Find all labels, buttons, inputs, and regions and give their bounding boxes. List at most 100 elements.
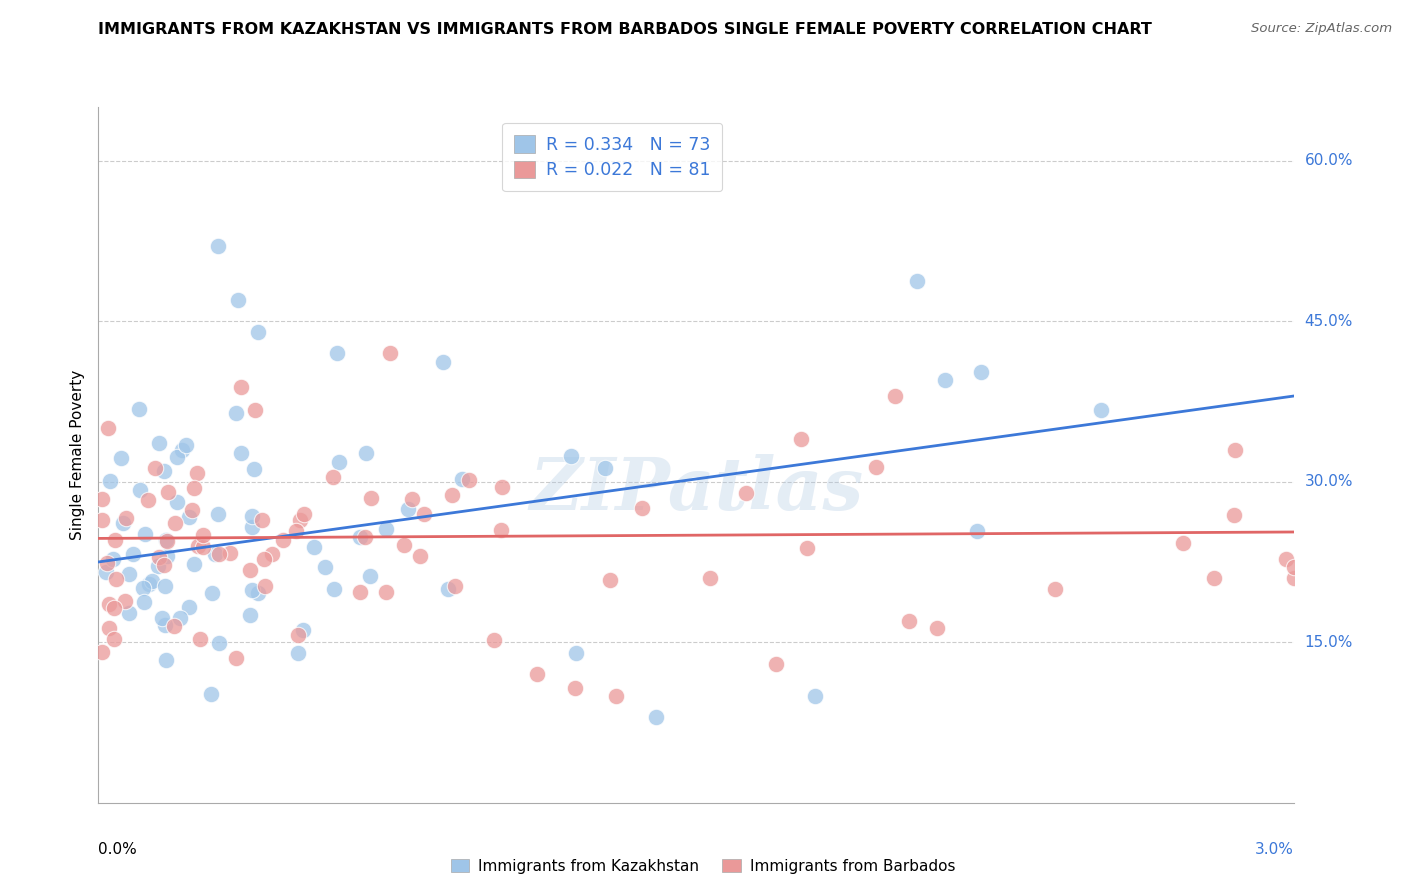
Point [482, 633, 505, 648]
Legend: R = 0.334   N = 73, R = 0.022   N = 81: R = 0.334 N = 73, R = 0.022 N = 81 [502, 123, 723, 192]
Point [180, 502, 202, 516]
Point [226, 293, 249, 307]
Point [260, 547, 283, 561]
Point [243, 403, 266, 417]
Point [239, 607, 262, 622]
Point [412, 507, 434, 521]
Point [302, 540, 325, 554]
Point [253, 579, 276, 593]
Point [491, 480, 513, 494]
Point [457, 474, 479, 488]
Point [375, 585, 398, 599]
Point [765, 657, 787, 671]
Point [163, 619, 186, 633]
Point [969, 365, 991, 379]
Point [354, 446, 377, 460]
Point [401, 491, 423, 506]
Point [105, 572, 128, 586]
Point [291, 623, 314, 637]
Point [225, 650, 247, 665]
Point [166, 450, 188, 465]
Point [166, 495, 188, 509]
Point [243, 461, 266, 475]
Text: 3.0%: 3.0% [1254, 842, 1294, 856]
Point [699, 571, 721, 585]
Point [103, 632, 125, 647]
Point [132, 595, 155, 609]
Text: 60.0%: 60.0% [1305, 153, 1353, 168]
Point [169, 610, 191, 624]
Point [599, 573, 621, 587]
Legend: Immigrants from Kazakhstan, Immigrants from Barbados: Immigrants from Kazakhstan, Immigrants f… [444, 853, 962, 880]
Point [152, 611, 174, 625]
Point [129, 483, 152, 498]
Point [97, 621, 120, 635]
Point [229, 446, 252, 460]
Point [148, 550, 170, 565]
Point [229, 379, 252, 393]
Point [287, 646, 309, 660]
Point [208, 636, 231, 650]
Point [437, 582, 460, 596]
Point [897, 614, 920, 628]
Point [207, 239, 229, 253]
Point [138, 577, 160, 591]
Point [156, 485, 179, 500]
Point [323, 582, 346, 596]
Point [98, 474, 121, 488]
Point [170, 442, 193, 457]
Point [191, 540, 214, 554]
Point [560, 449, 582, 463]
Point [796, 541, 818, 555]
Point [396, 502, 419, 516]
Point [444, 579, 467, 593]
Point [735, 485, 758, 500]
Point [207, 507, 229, 521]
Point [1282, 560, 1305, 574]
Point [186, 467, 208, 481]
Point [1090, 402, 1112, 417]
Point [240, 508, 263, 523]
Point [322, 470, 344, 484]
Point [177, 599, 200, 614]
Point [110, 451, 132, 466]
Point [191, 528, 214, 542]
Point [239, 563, 262, 577]
Point [489, 524, 512, 538]
Point [91, 492, 114, 507]
Point [190, 632, 212, 646]
Point [326, 346, 349, 360]
Point [451, 472, 474, 486]
Point [201, 586, 224, 600]
Point [645, 710, 668, 724]
Point [905, 274, 928, 288]
Point [314, 560, 336, 574]
Point [246, 325, 269, 339]
Point [153, 558, 176, 573]
Point [565, 646, 588, 660]
Point [349, 530, 371, 544]
Point [174, 438, 197, 452]
Point [128, 402, 150, 417]
Point [97, 421, 120, 435]
Point [292, 507, 315, 521]
Point [155, 533, 177, 547]
Point [104, 533, 127, 548]
Point [360, 491, 382, 505]
Point [98, 597, 121, 611]
Point [134, 526, 156, 541]
Point [156, 533, 179, 548]
Text: IMMIGRANTS FROM KAZAKHSTAN VS IMMIGRANTS FROM BARBADOS SINGLE FEMALE POVERTY COR: IMMIGRANTS FROM KAZAKHSTAN VS IMMIGRANTS… [98, 22, 1153, 37]
Point [118, 566, 141, 581]
Point [354, 530, 377, 544]
Point [1171, 536, 1194, 550]
Point [790, 432, 813, 446]
Point [91, 513, 114, 527]
Point [204, 547, 226, 561]
Point [1223, 442, 1246, 457]
Point [115, 511, 138, 525]
Point [288, 513, 311, 527]
Point [349, 585, 371, 599]
Text: ZIPatlas: ZIPatlas [529, 454, 863, 525]
Point [136, 492, 159, 507]
